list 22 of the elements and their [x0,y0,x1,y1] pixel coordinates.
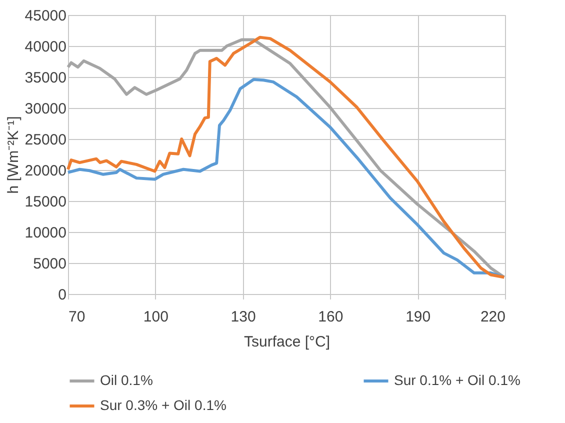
y-tick-label: 35000 [24,70,66,86]
y-tick-label: 45000 [24,8,66,24]
y-tick-label: 40000 [24,38,66,56]
y-tick-label: 10000 [24,224,66,242]
x-tick-label: 160 [318,308,344,326]
y-tick-label: 0 [58,286,66,304]
legend-label: Sur 0.3% + Oil 0.1% [100,397,226,413]
x-axis-title: Tsurface [°C] [244,334,330,350]
y-tick-label: 30000 [24,100,66,118]
x-tick-label: 70 [68,308,86,326]
x-tick-label: 130 [230,308,256,326]
x-tick-label: 190 [406,308,431,326]
legend-label: Sur 0.1% + Oil 0.1% [394,372,520,388]
y-tick-label: 5000 [33,256,66,272]
y-axis-title: h [Wm⁻²K⁻¹] [4,116,22,194]
y-tick-label: 15000 [24,194,66,210]
x-tick-label: 100 [143,308,168,326]
legend-label: Oil 0.1% [100,372,153,388]
y-tick-label: 25000 [24,132,66,148]
line-series [66,78,506,279]
x-tick-label: 220 [480,308,506,326]
y-tick-label: 20000 [24,162,66,180]
